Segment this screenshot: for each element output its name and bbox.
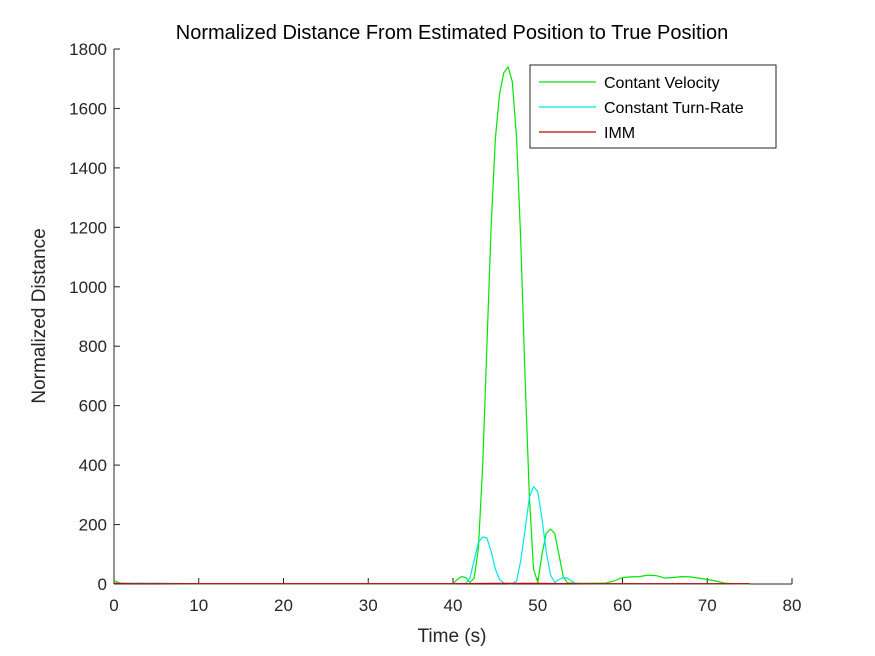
y-tick-label: 400 — [79, 456, 107, 475]
legend-label-0: Contant Velocity — [604, 75, 720, 92]
axes: 0 10 20 30 40 50 60 70 8002004006008001000120014… — [69, 40, 801, 615]
legend-label-2: IMM — [604, 125, 635, 142]
series-lines — [113, 66, 750, 585]
x-axis-label: Time (s) — [418, 626, 487, 647]
x-tick-label: 0 — [109, 596, 118, 615]
y-tick-label: 1600 — [69, 99, 107, 118]
x-tick-label: 20 — [274, 596, 293, 615]
y-tick-label: 1800 — [69, 40, 107, 59]
y-tick-label: 600 — [79, 397, 107, 416]
x-tick-label: 40 — [444, 596, 463, 615]
x-tick-label: 30 — [359, 596, 378, 615]
chart-title: Normalized Distance From Estimated Posit… — [176, 22, 728, 44]
x-tick-label: 50 — [528, 596, 547, 615]
y-tick-label: 1000 — [69, 278, 107, 297]
x-tick-label: 80 — [783, 596, 802, 615]
x-tick-label: 10 — [189, 596, 208, 615]
y-tick-label: 200 — [79, 516, 107, 535]
x-tick-label: 70 — [698, 596, 717, 615]
y-tick-label: 800 — [79, 337, 107, 356]
series-line-0 — [113, 66, 750, 585]
y-tick-label: 1200 — [69, 218, 107, 237]
legend-label-1: Constant Turn-Rate — [604, 100, 744, 117]
x-tick-label: 60 — [613, 596, 632, 615]
y-tick-label: 1400 — [69, 159, 107, 178]
y-tick-label: 0 — [98, 575, 107, 594]
y-axis-label: Normalized Distance — [29, 228, 50, 403]
legend: Contant Velocity Constant Turn-Rate IMM — [529, 64, 777, 149]
